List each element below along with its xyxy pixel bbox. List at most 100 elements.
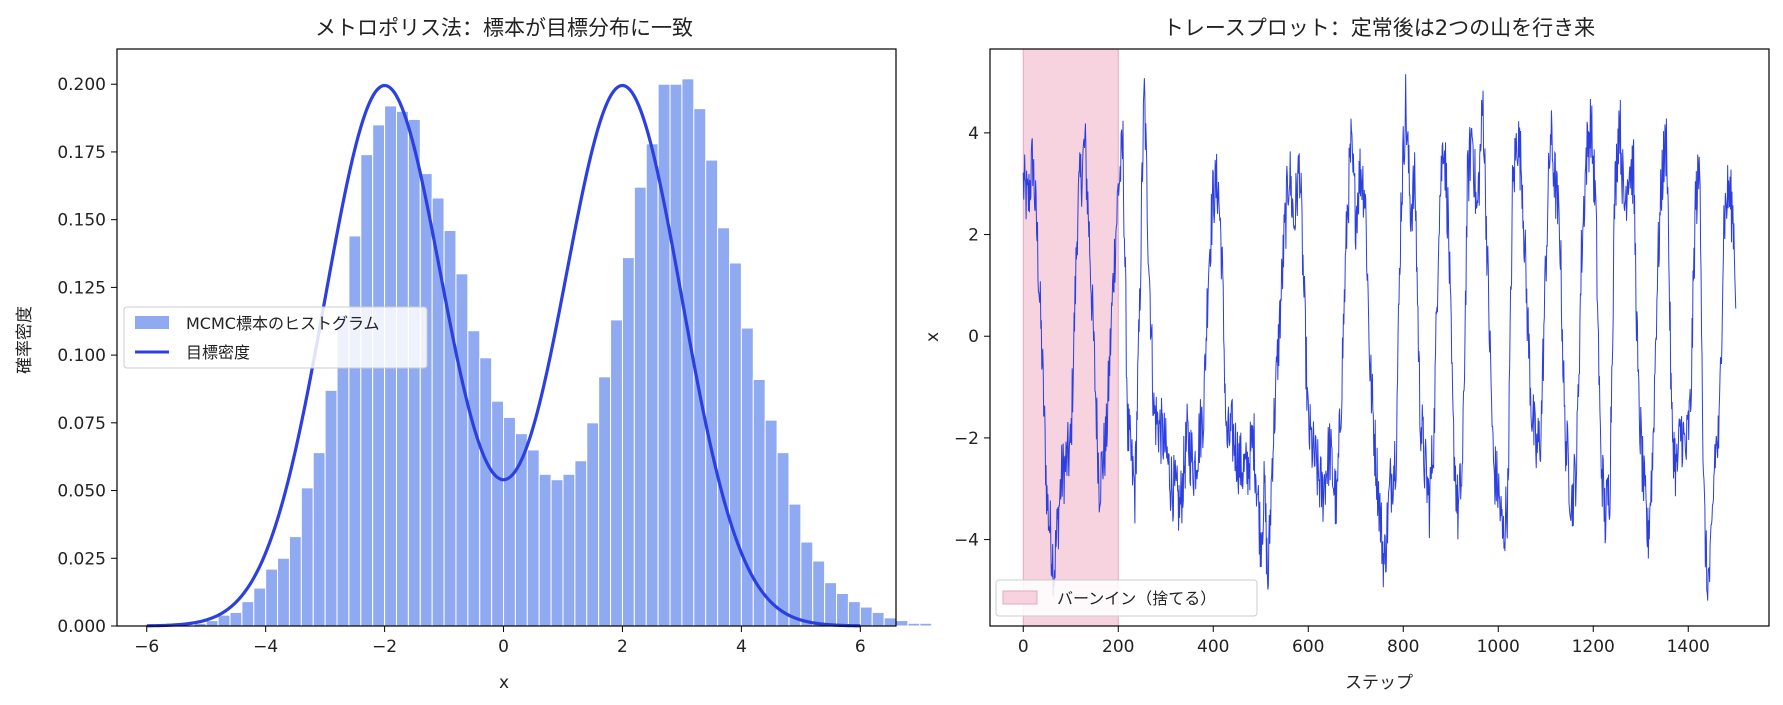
histogram-bar	[312, 452, 326, 627]
histogram-bar	[479, 357, 493, 627]
histogram-bar	[503, 416, 516, 627]
histogram-bar	[883, 617, 897, 627]
trace-panel: トレースプロット：定常後は2つの山を行き来 0 200 400 600 800 1000 1…	[923, 16, 1770, 693]
trace-axes-frame	[989, 48, 1770, 627]
histogram-bar	[645, 143, 659, 627]
histogram-panel: メトロポリス法：標本が目標分布に一致 −6 −4 −2 0 2 4 6 0.000 0.025 0…	[15, 16, 933, 693]
histogram-bar	[633, 186, 647, 627]
legend-density-label: 目標密度	[186, 343, 250, 362]
histogram-bar	[265, 568, 279, 627]
histogram-xlabel: x	[499, 673, 509, 693]
histogram-bar	[360, 154, 374, 627]
histogram-bar	[419, 173, 433, 627]
histogram-bar	[621, 257, 635, 627]
trace-ytick-label: 4	[968, 124, 979, 144]
histogram-bar	[705, 159, 719, 627]
legend-histogram-swatch	[135, 316, 169, 329]
histogram-ytick-label: 0.050	[57, 482, 106, 502]
trace-xtick-label: 800	[1387, 637, 1419, 657]
histogram-bar	[526, 449, 540, 627]
histogram-bar	[395, 110, 409, 627]
histogram-bar	[586, 422, 600, 627]
histogram-bar	[288, 536, 302, 627]
trace-xtick-label: 1000	[1477, 637, 1520, 657]
histogram-bar	[277, 557, 290, 627]
trace-xtick-label: 200	[1102, 637, 1134, 657]
histogram-ytick-label: 0.150	[57, 211, 106, 231]
burnin-region	[1022, 48, 1119, 627]
histogram-bar	[407, 118, 421, 627]
histogram-bar	[717, 227, 730, 627]
histogram-bar	[205, 620, 219, 627]
histogram-bar	[574, 460, 588, 627]
trace-ytick-label: −2	[954, 429, 979, 449]
legend-burnin-swatch	[1002, 590, 1038, 605]
histogram-bar	[229, 611, 243, 627]
histogram-ytick-label: 0.125	[57, 278, 106, 298]
histogram-ytick-label: 0.025	[57, 549, 106, 569]
histogram-bar	[847, 601, 861, 627]
trace-ytick-label: −4	[954, 531, 979, 551]
trace-xlabel: ステップ	[1345, 673, 1413, 693]
histogram-xtick-label: −4	[253, 637, 278, 657]
histogram-ytick-label: 0.100	[57, 346, 106, 366]
trace-legend-box	[995, 579, 1258, 617]
histogram-bar	[610, 319, 623, 627]
histogram-bar	[348, 235, 362, 627]
histogram-xtick-label: −2	[372, 637, 397, 657]
histogram-bar	[859, 606, 873, 627]
trace-plot-area: 0 200 400 600 800 1000 1200 1400 −4 −2 0 2 4	[954, 48, 1770, 657]
histogram-bar	[800, 541, 814, 627]
trace-ytick-label: 2	[968, 226, 979, 246]
histogram-title: メトロポリス法：標本が目標分布に一致	[315, 16, 693, 40]
legend-burnin-label: バーンイン（捨てる）	[1057, 589, 1216, 608]
histogram-bar	[812, 560, 826, 627]
histogram-bar	[740, 327, 754, 627]
histogram-bar	[728, 262, 742, 627]
histogram-bar	[538, 473, 552, 627]
trace-legend: バーンイン（捨てる）	[995, 579, 1258, 617]
histogram-xtick-label: −6	[134, 637, 159, 657]
histogram-bar	[871, 611, 885, 627]
histogram-bar	[491, 400, 505, 627]
histogram-bar	[443, 229, 457, 627]
trace-ylabel: x	[923, 332, 943, 342]
histogram-bar	[907, 622, 921, 627]
histogram-bar	[919, 622, 933, 627]
histogram-bar	[324, 389, 338, 627]
histogram-bar	[300, 487, 314, 627]
histogram-bar	[895, 620, 909, 627]
histogram-bar	[372, 124, 386, 627]
histogram-bar	[467, 330, 481, 627]
histogram-bar	[669, 83, 683, 627]
histogram-legend-box	[123, 306, 428, 369]
histogram-ytick-label: 0.075	[57, 414, 106, 434]
legend-histogram-label: MCMC標本のヒストグラム	[186, 314, 379, 333]
histogram-bar	[598, 376, 612, 627]
histogram-bar	[217, 614, 231, 627]
histogram-bar	[824, 582, 838, 627]
trace-xtick-label: 1200	[1572, 637, 1615, 657]
histogram-xtick-label: 0	[498, 637, 509, 657]
trace-xtick-label: 400	[1197, 637, 1229, 657]
histogram-bar	[657, 83, 671, 627]
trace-ytick-label: 0	[968, 327, 979, 347]
histogram-ytick-label: 0.200	[57, 75, 106, 95]
histogram-plot-area: −6 −4 −2 0 2 4 6 0.000 0.025 0.050 0.075 0.100 0.125…	[57, 48, 933, 657]
histogram-bar	[776, 452, 790, 627]
histogram-xtick-label: 6	[855, 637, 866, 657]
histogram-xtick-label: 2	[617, 637, 628, 657]
histogram-bar	[253, 587, 267, 627]
trace-xtick-label: 600	[1292, 637, 1324, 657]
trace-xtick-label: 0	[1018, 637, 1029, 657]
histogram-ylabel: 確率密度	[15, 306, 35, 374]
histogram-legend: MCMC標本のヒストグラム 目標密度	[123, 306, 428, 369]
histogram-xtick-label: 4	[736, 637, 747, 657]
histogram-axes-frame	[116, 48, 897, 627]
trace-xtick-label: 1400	[1667, 637, 1710, 657]
histogram-ytick-label: 0.000	[57, 617, 106, 637]
trace-line	[1022, 74, 1737, 601]
histogram-ytick-label: 0.175	[57, 143, 106, 163]
histogram-bar	[562, 473, 576, 627]
